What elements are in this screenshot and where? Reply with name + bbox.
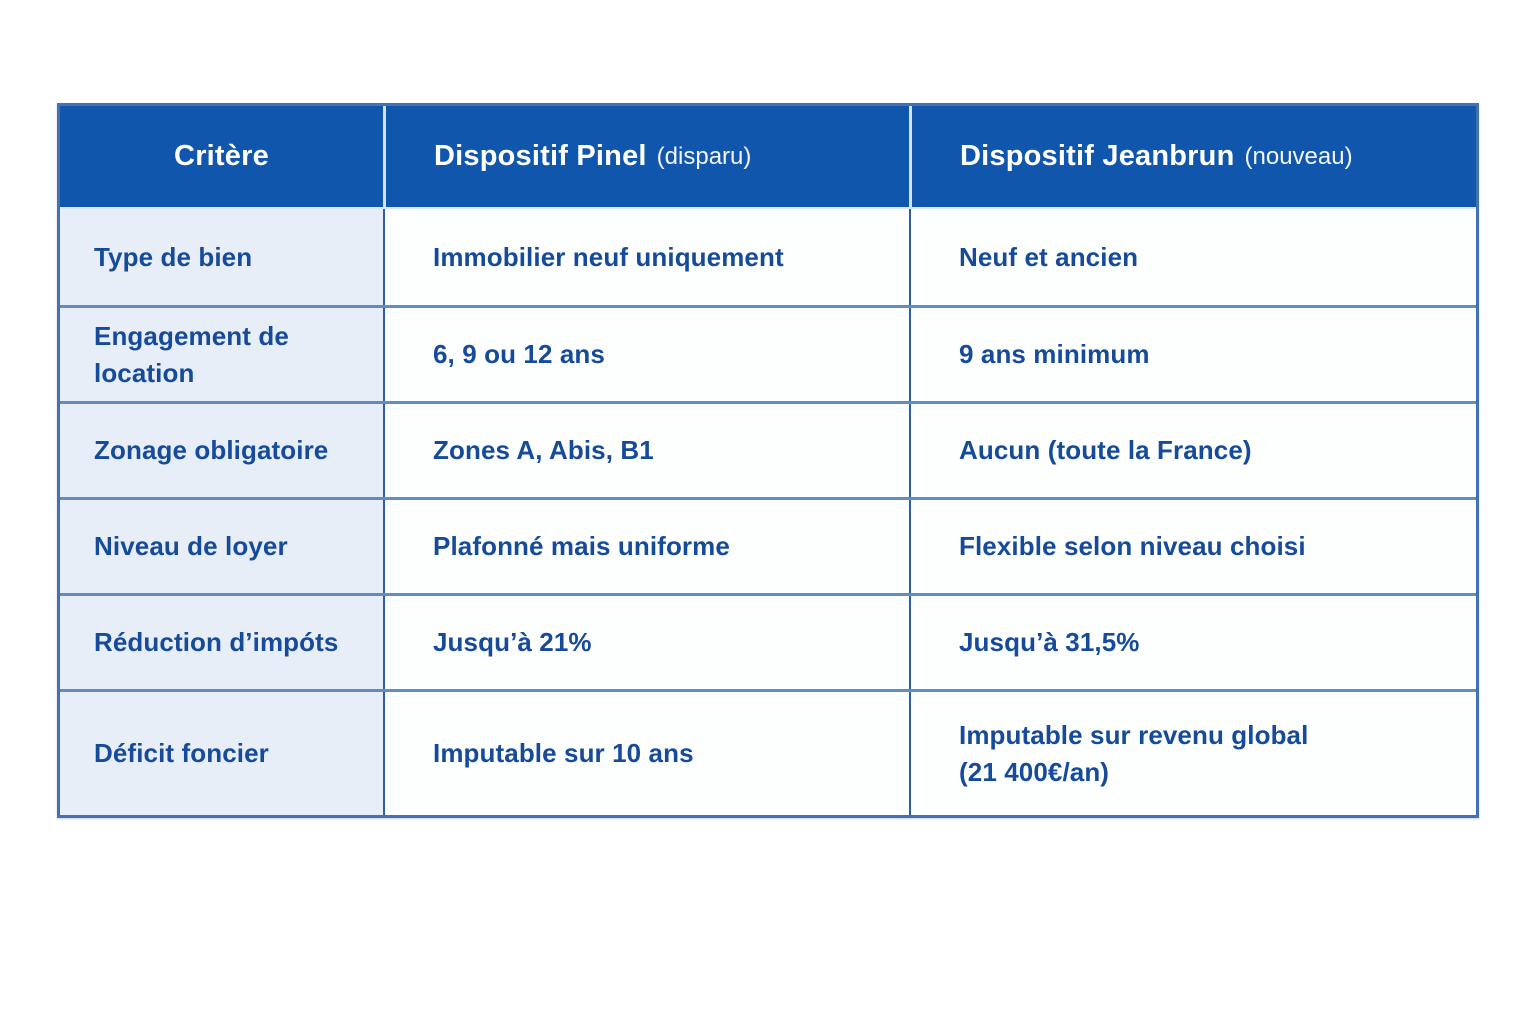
criteria-label: Type de bien (94, 241, 253, 272)
jeanbrun-cell: Jusqu’à 31,5% (909, 596, 1476, 689)
pinel-value: Imputable sur 10 ans (433, 738, 694, 769)
header-jeanbrun-note: (nouveau) (1244, 142, 1353, 170)
jeanbrun-value: Jusqu’à 31,5% (959, 627, 1140, 658)
table-row-engagement: Engagement de location 6, 9 ou 12 ans 9 … (60, 305, 1476, 401)
table-row-reduction-impots: Réduction d’impóts Jusqu’à 21% Jusqu’à 3… (60, 593, 1476, 689)
jeanbrun-cell: Flexible selon niveau choisi (909, 500, 1476, 593)
criteria-cell: Déficit foncier (60, 692, 383, 815)
criteria-label: Engagement de location (94, 321, 289, 388)
pinel-value: Zones A, Abis, B1 (433, 435, 654, 466)
criteria-cell: Type de bien (60, 209, 383, 305)
header-pinel-title: Dispositif Pinel (434, 140, 647, 172)
table-row-type-de-bien: Type de bien Immobilier neuf uniquement … (60, 209, 1476, 305)
pinel-cell: Zones A, Abis, B1 (383, 404, 909, 497)
header-pinel-note: (disparu) (656, 142, 752, 170)
table-header-row: Critère Dispositif Pinel (disparu) Dispo… (60, 106, 1476, 209)
jeanbrun-cell: Imputable sur revenu global (21 400€/an) (909, 692, 1476, 815)
table-row-zonage: Zonage obligatoire Zones A, Abis, B1 Auc… (60, 401, 1476, 497)
pinel-value: Jusqu’à 21% (433, 627, 592, 658)
header-jeanbrun-title: Dispositif Jeanbrun (960, 140, 1235, 172)
jeanbrun-value: Neuf et ancien (959, 241, 1139, 272)
pinel-value: 6, 9 ou 12 ans (433, 339, 605, 370)
jeanbrun-value: 9 ans minimum (959, 339, 1150, 370)
comparison-table: Critère Dispositif Pinel (disparu) Dispo… (57, 103, 1479, 818)
criteria-cell: Réduction d’impóts (60, 596, 383, 689)
jeanbrun-value: Flexible selon niveau choisi (959, 531, 1306, 562)
criteria-label: Zonage obligatoire (94, 435, 329, 466)
criteria-cell: Zonage obligatoire (60, 404, 383, 497)
criteria-cell: Engagement de location (60, 308, 383, 401)
criteria-cell: Niveau de loyer (60, 500, 383, 593)
header-critere-label: Critère (174, 140, 269, 172)
pinel-cell: Plafonné mais uniforme (383, 500, 909, 593)
criteria-label: Réduction d’impóts (94, 627, 339, 658)
pinel-value: Plafonné mais uniforme (433, 531, 730, 562)
header-cell-pinel: Dispositif Pinel (disparu) (383, 106, 909, 207)
pinel-cell: Immobilier neuf uniquement (383, 209, 909, 305)
criteria-label: Niveau de loyer (94, 531, 288, 562)
jeanbrun-cell: 9 ans minimum (909, 308, 1476, 401)
pinel-cell: 6, 9 ou 12 ans (383, 308, 909, 401)
pinel-value: Immobilier neuf uniquement (433, 241, 784, 272)
table-row-niveau-loyer: Niveau de loyer Plafonné mais uniforme F… (60, 497, 1476, 593)
criteria-label: Déficit foncier (94, 738, 269, 769)
header-cell-critere: Critère (60, 106, 383, 207)
jeanbrun-value: Aucun (toute la France) (959, 435, 1252, 466)
header-cell-jeanbrun: Dispositif Jeanbrun (nouveau) (909, 106, 1476, 207)
table-row-deficit-foncier: Déficit foncier Imputable sur 10 ans Imp… (60, 689, 1476, 815)
jeanbrun-value: Imputable sur revenu global (21 400€/an) (959, 720, 1309, 787)
pinel-cell: Jusqu’à 21% (383, 596, 909, 689)
pinel-cell: Imputable sur 10 ans (383, 692, 909, 815)
jeanbrun-cell: Aucun (toute la France) (909, 404, 1476, 497)
jeanbrun-cell: Neuf et ancien (909, 209, 1476, 305)
